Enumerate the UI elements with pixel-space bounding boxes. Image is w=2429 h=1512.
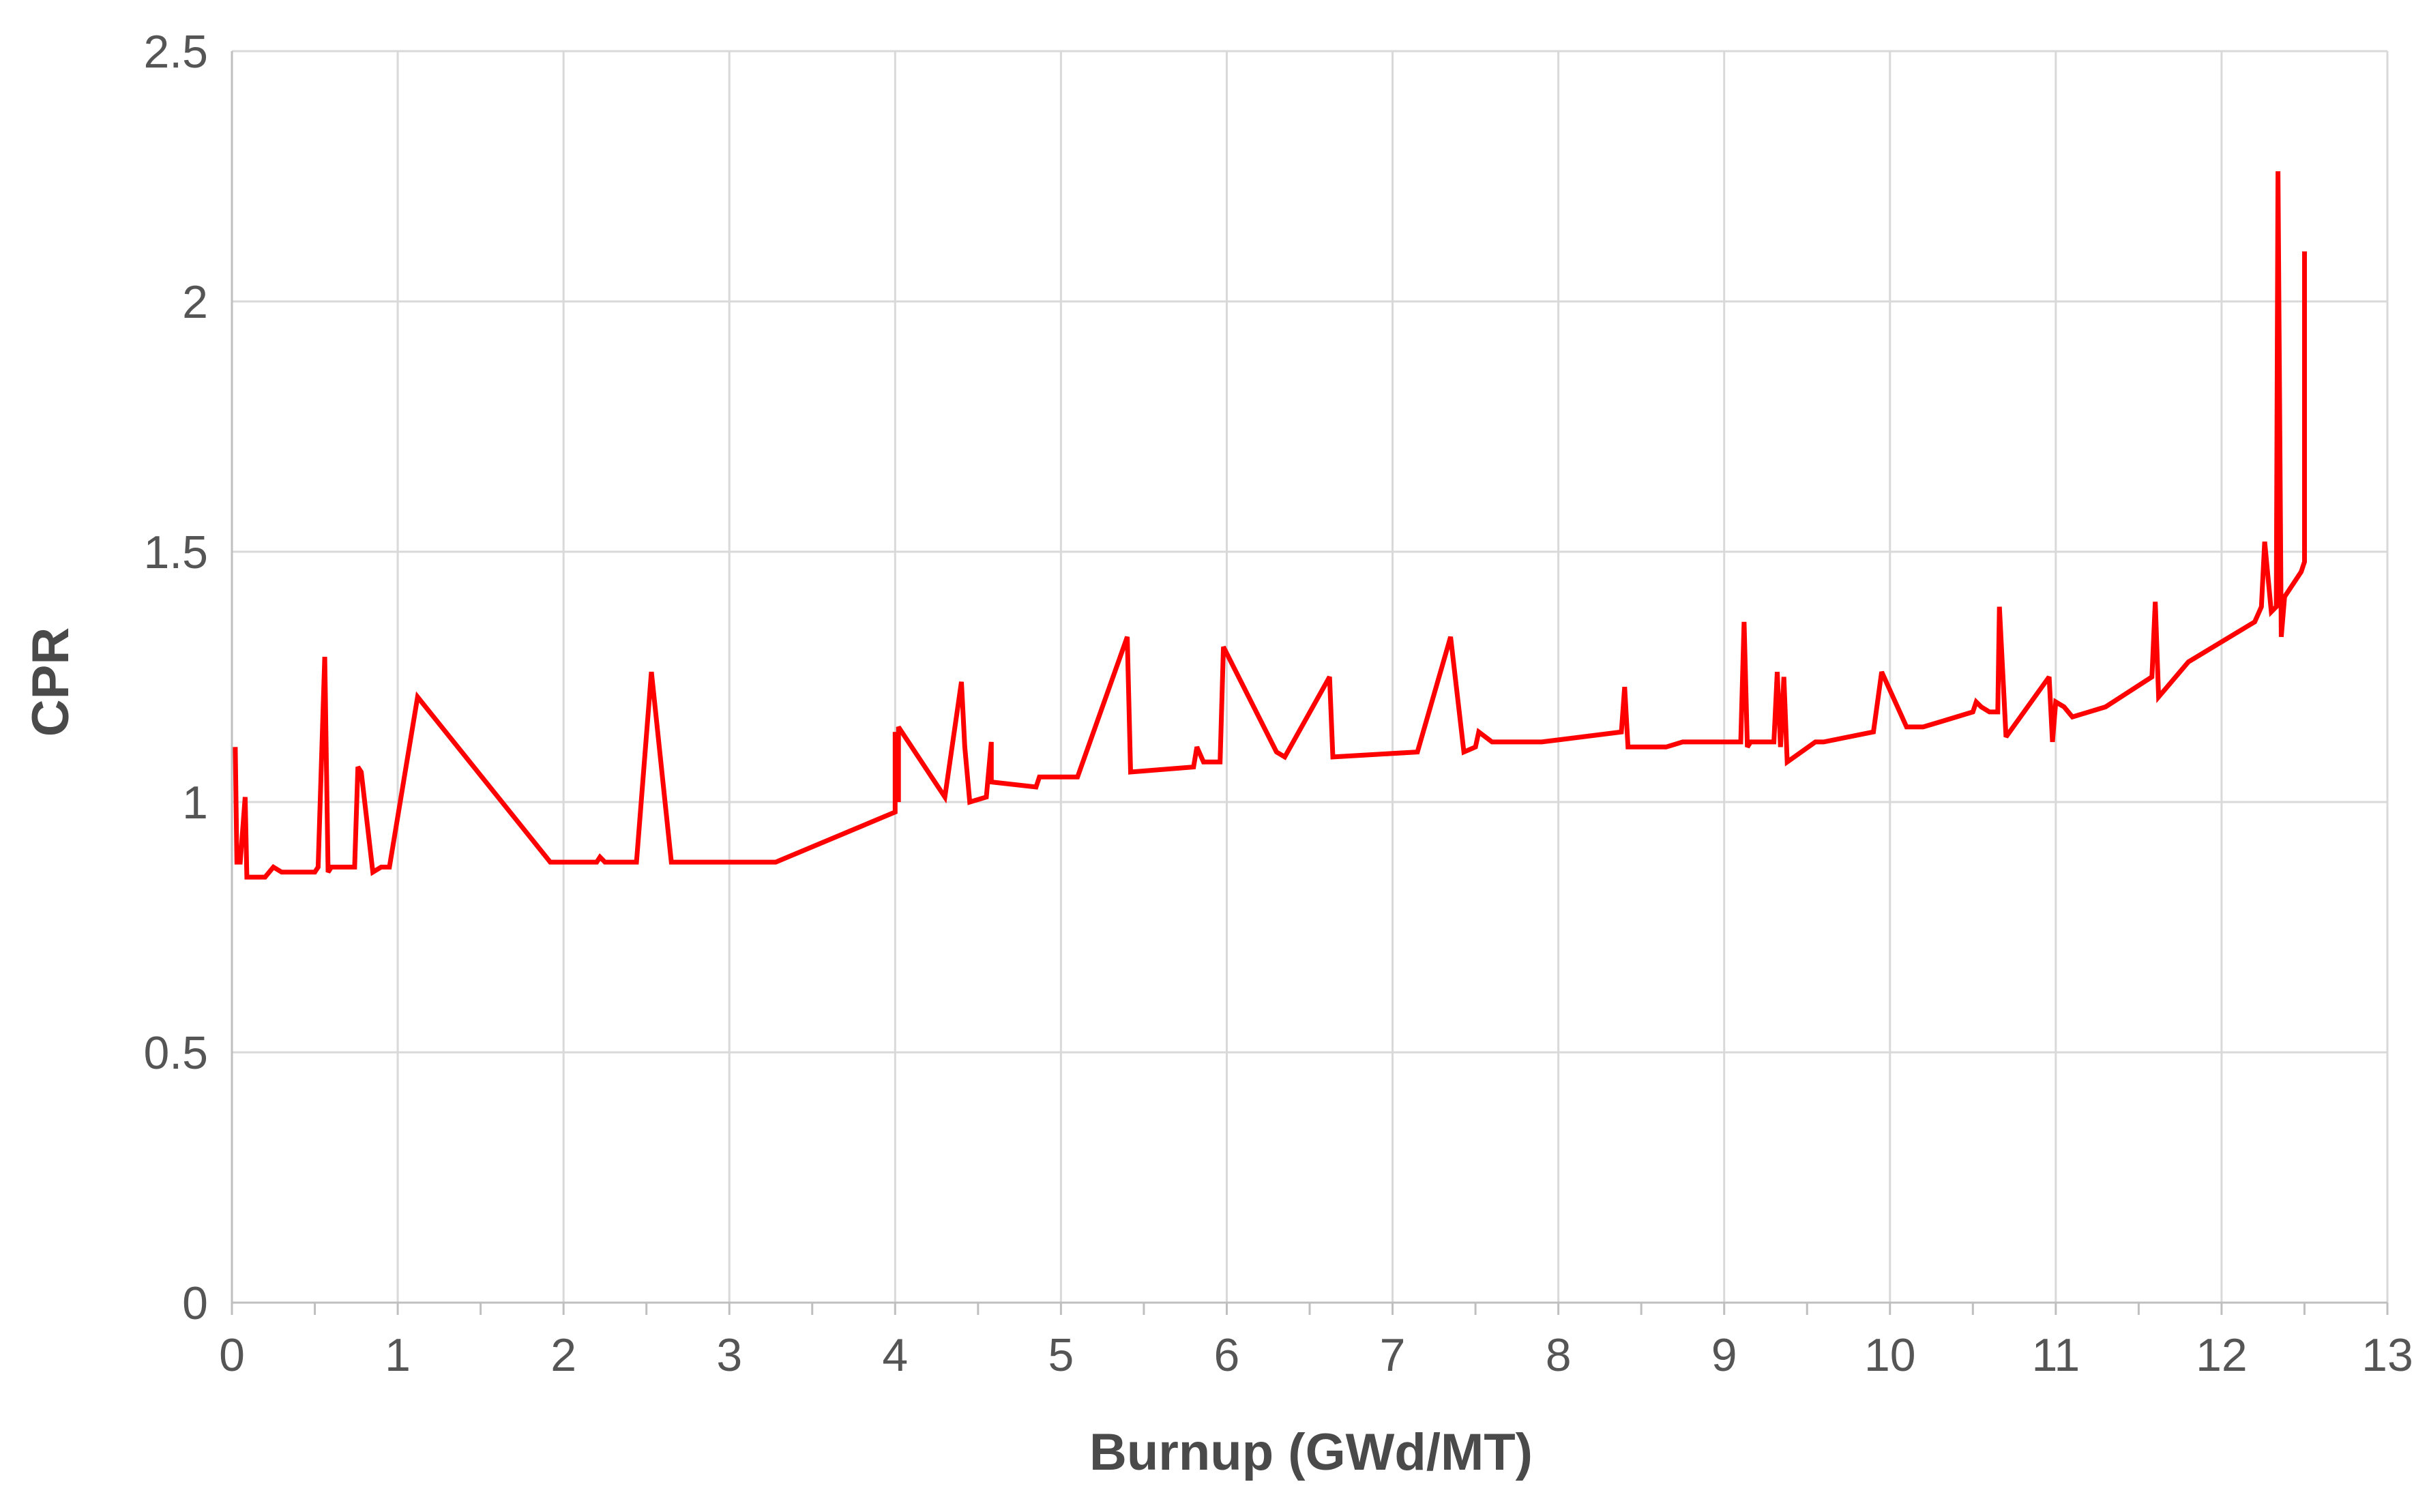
cpr-series-line bbox=[233, 171, 2307, 880]
x-tick-label: 9 bbox=[1711, 1329, 1737, 1381]
y-axis-title: CPR bbox=[22, 627, 80, 737]
x-tick-label: 12 bbox=[2196, 1329, 2248, 1381]
y-tick-label: 1 bbox=[182, 777, 208, 829]
x-tick-label: 10 bbox=[1864, 1329, 1916, 1381]
x-tick-label: 7 bbox=[1380, 1329, 1406, 1381]
grid-lines bbox=[231, 50, 2389, 1304]
x-tick-label: 4 bbox=[882, 1329, 908, 1381]
x-tick-label: 0 bbox=[219, 1329, 245, 1381]
x-tick-label: 8 bbox=[1546, 1329, 1572, 1381]
y-tick-label: 0 bbox=[182, 1277, 208, 1329]
x-tick-label: 3 bbox=[716, 1329, 742, 1381]
x-tick-label: 13 bbox=[2361, 1329, 2413, 1381]
x-tick-label: 2 bbox=[550, 1329, 576, 1381]
x-tick-label: 1 bbox=[385, 1329, 411, 1381]
x-tick-label: 5 bbox=[1048, 1329, 1074, 1381]
x-tick-label: 6 bbox=[1214, 1329, 1240, 1381]
x-tick-label: 11 bbox=[2032, 1329, 2080, 1381]
y-tick-label: 2.5 bbox=[143, 26, 208, 78]
y-tick-label: 2 bbox=[182, 276, 208, 328]
x-axis-title: Burnup (GWd/MT) bbox=[1089, 1423, 1533, 1481]
y-tick-label: 0.5 bbox=[143, 1027, 208, 1079]
y-tick-label: 1.5 bbox=[143, 527, 208, 578]
axes bbox=[231, 51, 2389, 1315]
series-group bbox=[233, 171, 2307, 880]
